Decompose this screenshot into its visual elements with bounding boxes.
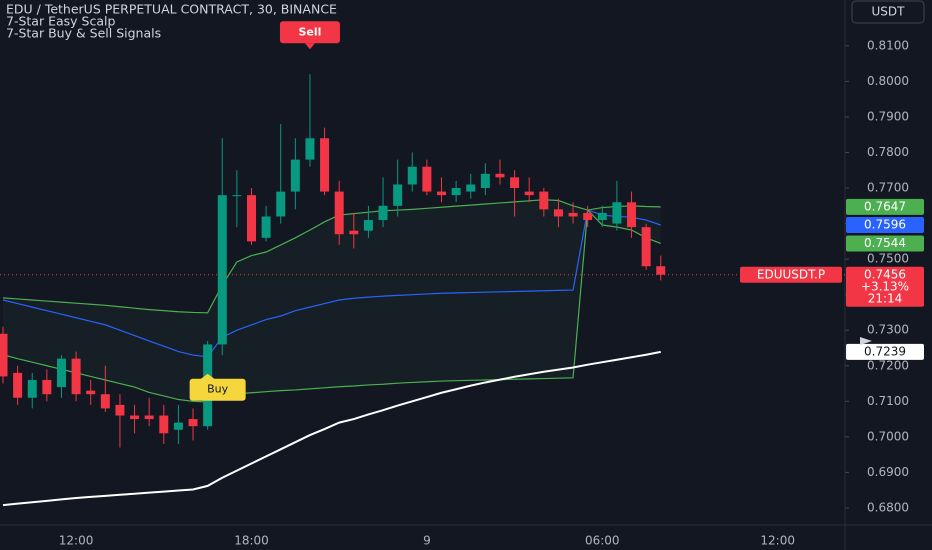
- candle-body: [597, 212, 607, 221]
- sell-signal-arrow: [304, 43, 315, 50]
- x-tick-label: 06:00: [585, 534, 620, 548]
- candle-body: [334, 191, 344, 235]
- value-box-label: 0.7596: [864, 218, 906, 232]
- candle-body: [466, 184, 476, 192]
- y-tick-label: 0.6800: [867, 500, 909, 514]
- indicator-line: [2, 209, 661, 358]
- candle-body: [510, 177, 520, 189]
- y-tick-label: 0.8100: [867, 38, 909, 52]
- x-tick-label: 9: [423, 534, 431, 548]
- x-tick-label: 12:00: [59, 534, 94, 548]
- y-tick-label: 0.7100: [867, 394, 909, 408]
- candle-body: [0, 333, 8, 377]
- candle-body: [583, 212, 593, 221]
- candle-body: [320, 138, 330, 192]
- y-tick-label: 0.7200: [867, 358, 909, 372]
- y-tick-label: 0.7900: [867, 109, 909, 123]
- candle-body: [27, 379, 37, 398]
- candle-body: [422, 166, 432, 192]
- candle-body: [641, 227, 651, 267]
- candle-body: [437, 191, 447, 196]
- x-tick-label: 12:00: [760, 534, 795, 548]
- indicator-line: [2, 199, 661, 314]
- arrow-icon: [860, 337, 872, 345]
- candle-body: [232, 195, 242, 197]
- value-box: [846, 235, 924, 252]
- buy-signal: [189, 378, 246, 401]
- candle-body: [349, 230, 359, 235]
- y-tick-label: 0.7300: [867, 323, 909, 337]
- candle-body: [246, 195, 256, 242]
- candle-body: [495, 173, 505, 178]
- y-tick-label: 0.7800: [867, 145, 909, 159]
- candle-body: [407, 166, 417, 185]
- y-tick-label: 0.7000: [867, 429, 909, 443]
- candle-body: [130, 415, 140, 420]
- change-label: +3.13%: [861, 279, 909, 293]
- candle-body: [71, 358, 81, 395]
- value-box-label: 0.7647: [864, 199, 906, 213]
- candle-body: [627, 202, 637, 228]
- y-tick-label: 0.6900: [867, 465, 909, 479]
- price-box: [846, 266, 924, 307]
- value-box: [846, 343, 924, 360]
- y-tick-label: 0.8000: [867, 74, 909, 88]
- candle-body: [261, 216, 271, 238]
- candle-body: [524, 191, 534, 196]
- sell-signal: [279, 21, 340, 44]
- candle-body: [86, 390, 96, 395]
- candle-body: [612, 202, 622, 224]
- value-box-label: 0.7544: [864, 236, 906, 250]
- indicator-line: [2, 208, 661, 403]
- countdown-label: 21:14: [868, 291, 903, 305]
- candle-body: [656, 266, 666, 275]
- value-box-label: 0.7239: [864, 344, 906, 358]
- candle-body: [188, 419, 198, 427]
- indicator-label: 7-Star Easy Scalp: [6, 14, 115, 29]
- candle-body: [100, 394, 110, 409]
- candle-body: [451, 188, 461, 196]
- candle-body: [539, 191, 549, 210]
- overlay: EDU / TetherUS PERPETUAL CONTRACT, 30, B…: [6, 0, 925, 345]
- band-fill: [3, 199, 661, 403]
- x-tick-label: 18:00: [234, 534, 269, 548]
- symbol-label: EDUUSDT.P: [757, 267, 825, 281]
- currency-button-label[interactable]: USDT: [872, 5, 906, 19]
- indicator-label: 7-Star Buy & Sell Signals: [6, 26, 161, 41]
- value-box: [846, 217, 924, 233]
- candle-body: [276, 191, 286, 217]
- candle-body: [290, 159, 300, 192]
- candle-body: [480, 173, 490, 189]
- y-tick-label: 0.7500: [867, 252, 909, 266]
- candle-body: [378, 205, 388, 221]
- currency-button[interactable]: [851, 0, 925, 24]
- price-label: 0.7456: [864, 267, 906, 281]
- indicator-line: [2, 350, 661, 507]
- buy-signal-arrow: [199, 373, 216, 380]
- candle-body: [553, 209, 563, 217]
- plot: [0, 74, 845, 507]
- candle-body: [363, 220, 373, 231]
- candle-body: [305, 138, 315, 160]
- y-tick-label: 0.7700: [867, 181, 909, 195]
- sell-signal-label: Sell: [298, 25, 321, 38]
- candle-body: [56, 358, 66, 388]
- candle-body: [115, 404, 125, 416]
- candle-body: [217, 195, 227, 345]
- chart-title: EDU / TetherUS PERPETUAL CONTRACT, 30, B…: [6, 2, 337, 17]
- buy-signal-label: Buy: [207, 383, 229, 396]
- candle-body: [173, 422, 183, 430]
- symbol-box: [740, 266, 842, 283]
- candle-body: [144, 415, 154, 420]
- candle-body: [159, 415, 169, 434]
- value-box: [846, 198, 924, 215]
- candle-body: [393, 184, 403, 206]
- candle-body: [568, 212, 578, 217]
- candle-body: [42, 379, 52, 395]
- candle-body: [13, 372, 23, 398]
